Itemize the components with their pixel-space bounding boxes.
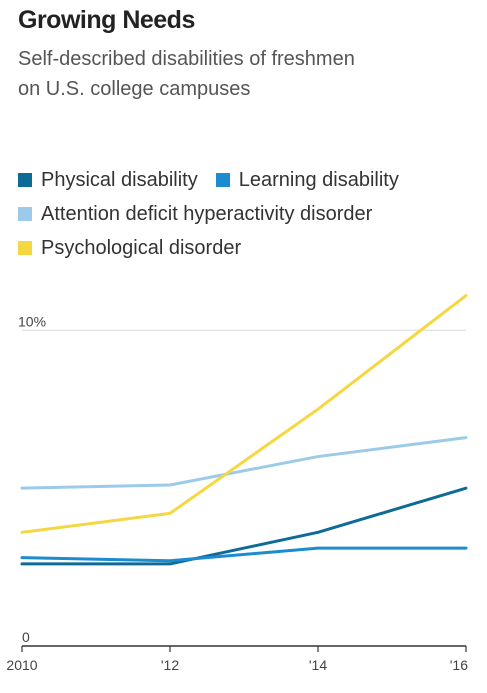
legend-row: Psychological disorder: [18, 231, 478, 265]
legend-row: Attention deficit hyperactivity disorder: [18, 197, 478, 231]
series-line-3: [20, 294, 468, 534]
legend-label: Psychological disorder: [41, 236, 242, 259]
legend-label: Physical disability: [41, 168, 198, 191]
legend-item-learning-disability: Learning disability: [215, 168, 399, 192]
subtitle-line-1: Self-described disabilities of freshmen: [18, 48, 355, 70]
chart-legend: Physical disability Learning disability …: [18, 163, 478, 265]
chart-subtitle: Self-described disabilities of freshmen …: [18, 44, 458, 104]
legend-item-psychological-disorder: Psychological disorder: [18, 237, 241, 260]
legend-swatch: [18, 207, 32, 221]
y-tick-label: 10%: [18, 313, 46, 329]
legend-label: Attention deficit hyperactivity disorder: [41, 202, 373, 225]
legend-item-physical-disability: Physical disability: [18, 169, 198, 192]
legend-item-adhd: Attention deficit hyperactivity disorder: [18, 203, 372, 226]
series-line-1: [20, 546, 468, 563]
x-tick-label: 2010: [6, 657, 37, 673]
x-tick-label: '12: [161, 657, 179, 673]
x-tick-label: '14: [309, 657, 327, 673]
legend-swatch: [215, 173, 230, 187]
chart-title: Growing Needs: [18, 6, 195, 34]
legend-swatch: [18, 173, 32, 187]
legend-label: Learning disability: [238, 168, 399, 191]
series-line-2: [20, 436, 468, 490]
legend-swatch: [18, 241, 32, 255]
legend-row: Physical disability Learning disability: [18, 163, 478, 197]
subtitle-line-2: on U.S. college campuses: [18, 78, 251, 100]
y-tick-label: 0: [22, 629, 30, 645]
x-tick-label: '16: [450, 657, 468, 673]
series-line-0: [20, 486, 468, 566]
